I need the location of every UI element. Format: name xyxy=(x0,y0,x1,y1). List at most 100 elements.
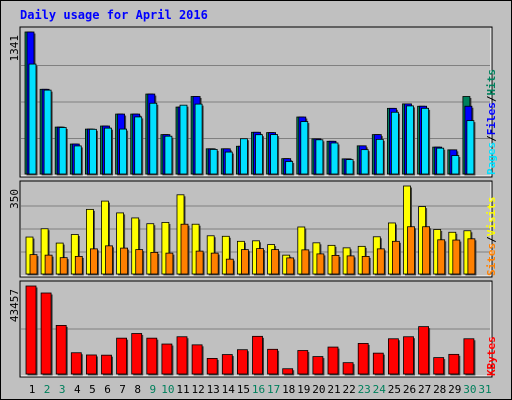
pages-bar xyxy=(194,103,203,175)
x-tick-label: 29 xyxy=(448,383,461,396)
kbytes-bar xyxy=(282,368,294,375)
x-tick-label: 1 xyxy=(29,383,36,396)
kbytes-bar xyxy=(25,285,37,375)
x-tick-label: 6 xyxy=(104,383,111,396)
sites-bar xyxy=(150,251,159,275)
sites-bar xyxy=(452,239,461,275)
pages-bar xyxy=(58,127,67,175)
x-tick-label: 27 xyxy=(418,383,431,396)
x-tick-label: 15 xyxy=(237,383,250,396)
x-tick-label: 26 xyxy=(403,383,416,396)
visits-bar xyxy=(131,217,140,275)
sites-bar xyxy=(74,255,83,275)
y-max-label: 350 xyxy=(8,189,21,209)
kbytes-bar xyxy=(327,346,339,375)
kbytes-bar xyxy=(357,343,369,375)
pages-bar xyxy=(209,149,218,175)
legend-sites: Sites xyxy=(485,243,498,276)
x-tick-label: 12 xyxy=(191,383,204,396)
legend-mid: Sites/Visits xyxy=(485,197,498,277)
sites-bar xyxy=(210,252,219,275)
x-tick-label: 13 xyxy=(207,383,220,396)
panel-kbytes: 43457 KBytes xyxy=(8,280,498,378)
legend-kbytes: KBytes xyxy=(485,336,498,376)
sites-bar xyxy=(286,257,295,275)
sites-bar xyxy=(331,254,340,275)
pages-bar xyxy=(89,128,97,175)
pages-bar xyxy=(451,155,460,175)
kbytes-bar xyxy=(191,344,203,375)
x-tick-label: 9 xyxy=(149,383,156,396)
kbytes-bar xyxy=(206,358,218,375)
pages-bar xyxy=(255,134,263,175)
kbytes-bar xyxy=(70,352,82,375)
visits-bar xyxy=(86,208,94,275)
kbytes-bar xyxy=(448,353,460,375)
x-tick-label: 8 xyxy=(134,383,141,396)
sites-bar xyxy=(376,248,385,275)
sites-bar xyxy=(135,249,144,275)
pages-bar xyxy=(149,102,158,175)
legend-sep: / xyxy=(485,135,498,142)
x-tick-label: 22 xyxy=(342,383,355,396)
sites-bar xyxy=(180,223,189,275)
x-tick-label: 16 xyxy=(252,383,265,396)
x-tick-label: 7 xyxy=(119,383,126,396)
pages-bar xyxy=(104,127,112,175)
pages-bar xyxy=(164,135,173,175)
sites-bar xyxy=(240,249,249,275)
visits-bar xyxy=(146,223,155,275)
kbytes-bar xyxy=(403,336,414,375)
kbytes-bar xyxy=(372,352,384,375)
pages-bar xyxy=(119,128,127,175)
sites-bar xyxy=(422,226,431,275)
x-tick-label: 28 xyxy=(433,383,446,396)
kbytes-bar xyxy=(433,357,445,375)
sites-bar xyxy=(44,254,53,275)
x-tick-label: 5 xyxy=(89,383,96,396)
legend-files: Files xyxy=(485,102,498,135)
sites-bar xyxy=(225,258,234,275)
x-tick-label: 21 xyxy=(327,383,340,396)
kbytes-bar xyxy=(131,333,143,375)
pages-bar xyxy=(239,138,248,175)
kbytes-bar xyxy=(267,348,279,375)
panel-visits-sites: 350 Sites/Visits xyxy=(8,180,498,278)
kbytes-bar xyxy=(252,335,263,375)
x-tick-label: 17 xyxy=(267,383,280,396)
pages-bar xyxy=(179,104,188,175)
sites-bar xyxy=(271,249,280,275)
kbytes-bar xyxy=(297,350,309,375)
sites-bar xyxy=(301,249,310,275)
legend-hits: Hits xyxy=(485,69,498,96)
x-tick-label: 30 xyxy=(463,383,476,396)
y-max-label: 1341 xyxy=(8,35,21,62)
legend-sep: / xyxy=(485,236,498,243)
sites-bar xyxy=(361,255,370,275)
kbytes-bar xyxy=(176,336,188,375)
chart-title: Daily usage for April 2016 xyxy=(20,8,208,22)
legend-visits: Visits xyxy=(485,197,498,237)
visits-bar xyxy=(116,212,124,275)
pages-bar xyxy=(300,121,309,175)
kbytes-bar xyxy=(418,326,430,375)
kbytes-bar xyxy=(161,343,173,375)
sites-bar xyxy=(120,247,128,275)
sites-bar xyxy=(195,250,204,275)
x-tick-label: 2 xyxy=(44,383,51,396)
visits-bar xyxy=(221,235,230,275)
pages-bar xyxy=(375,138,384,175)
sites-bar xyxy=(316,253,325,275)
kbytes-bar xyxy=(101,354,112,375)
pages-bar xyxy=(285,161,294,175)
pages-bar xyxy=(73,145,82,175)
sites-bar xyxy=(256,248,264,275)
kbytes-bar xyxy=(40,292,52,375)
pages-bar xyxy=(28,63,37,175)
legend-pages: Pages xyxy=(485,142,498,175)
x-tick-label: 24 xyxy=(373,383,387,396)
x-tick-label: 3 xyxy=(59,383,66,396)
pages-bar xyxy=(421,107,430,175)
x-tick-label: 11 xyxy=(176,383,189,396)
